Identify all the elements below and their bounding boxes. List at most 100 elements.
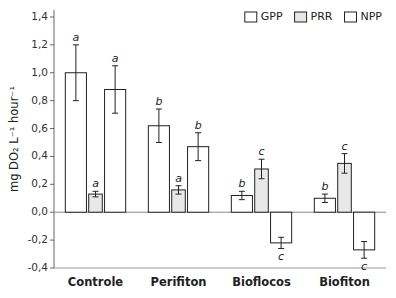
y-axis: -0,4 -0,2 0,0 0,2 0,4 0,6 0,8 1,0 1,2 1,4 [28, 10, 387, 273]
y-tick-label: -0,4 [28, 261, 49, 273]
error-cap [73, 44, 79, 45]
series [89, 154, 352, 213]
error-bar [259, 159, 265, 179]
error-bar [361, 242, 367, 259]
error-line [75, 45, 76, 101]
error-cap [342, 153, 348, 154]
y-tick-label: 0,8 [31, 94, 48, 106]
error-cap [322, 194, 328, 195]
error-cap [112, 113, 118, 114]
error-cap [239, 191, 245, 192]
error-cap [361, 241, 367, 242]
letter-labels: abbbaaccabcc [73, 31, 368, 273]
error-bar [195, 133, 201, 161]
letter-label: a [112, 52, 119, 65]
error-line [178, 186, 179, 194]
x-axis-line [54, 268, 386, 269]
error-line [95, 191, 96, 197]
chart: -0,4 -0,2 0,0 0,2 0,4 0,6 0,8 1,0 1,2 1,4 mg DO₂ L… [0, 0, 396, 298]
error-cap [156, 109, 162, 110]
error-cap [73, 100, 79, 101]
letter-label: c [361, 260, 367, 273]
error-bar [73, 45, 79, 101]
error-cap [195, 132, 201, 133]
y-tick-label: 1,4 [31, 10, 48, 22]
y-axis-line [54, 10, 55, 268]
error-line [324, 194, 325, 202]
letter-label: a [73, 31, 80, 44]
legend-label: GPP [261, 10, 283, 23]
error-bar [112, 66, 118, 113]
error-line [241, 191, 242, 199]
legend-item: PRR [295, 10, 333, 23]
letter-label: b [155, 95, 162, 108]
y-tick [50, 240, 54, 241]
x-tick-label: Perifiton [151, 275, 207, 289]
y-tick [50, 16, 54, 17]
x-tick-label: Bioflocos [232, 275, 291, 289]
error-cap [195, 160, 201, 161]
error-bar [93, 191, 99, 197]
error-cap [259, 159, 265, 160]
y-tick [50, 268, 54, 269]
y-tick [50, 100, 54, 101]
error-line [158, 109, 159, 142]
error-cap [278, 248, 284, 249]
y-tick [50, 72, 54, 73]
error-cap [176, 194, 182, 195]
y-tick-label: 0,4 [31, 149, 48, 161]
legend-label: NPP [361, 10, 383, 23]
letter-label: a [175, 172, 182, 185]
error-cap [176, 185, 182, 186]
error-line [198, 133, 199, 161]
legend-item: NPP [345, 10, 383, 23]
error-line [281, 237, 282, 248]
error-bar [342, 154, 348, 174]
error-bar [156, 109, 162, 142]
plot-area [54, 45, 386, 258]
y-tick-label: -0,2 [28, 233, 49, 245]
series [105, 66, 375, 258]
legend-swatch [245, 12, 257, 22]
error-cap [259, 178, 265, 179]
y-tick [50, 184, 54, 185]
zero-line [54, 212, 386, 213]
error-cap [342, 173, 348, 174]
error-cap [361, 258, 367, 259]
letter-label: b [321, 180, 328, 193]
error-bar [322, 194, 328, 202]
error-line [261, 159, 262, 179]
x-tick-label: Controle [68, 275, 124, 289]
letter-label: c [258, 145, 264, 158]
y-tick-label: 1,2 [31, 38, 48, 50]
y-axis-label: mg DO₂ L⁻¹ hour⁻¹ [7, 86, 21, 192]
error-cap [93, 196, 99, 197]
letter-label: a [92, 177, 99, 190]
legend-item: GPP [245, 10, 283, 23]
y-tick [50, 212, 54, 213]
error-cap [156, 142, 162, 143]
legend: GPP PRR NPP [245, 10, 383, 23]
y-tick-label: 0,6 [31, 122, 48, 134]
legend-swatch [345, 12, 357, 22]
error-cap [322, 202, 328, 203]
error-bar [239, 191, 245, 199]
y-tick-label: 1,0 [31, 66, 48, 78]
x-tick-label: Biofiton [319, 275, 370, 289]
letter-label: c [278, 250, 284, 263]
error-cap [93, 191, 99, 192]
y-tick [50, 156, 54, 157]
error-cap [239, 199, 245, 200]
error-bar [176, 186, 182, 194]
error-bar [278, 237, 284, 248]
letter-label: b [195, 119, 202, 132]
letter-label: b [238, 177, 245, 190]
error-cap [112, 65, 118, 66]
series [65, 45, 335, 212]
y-tick [50, 44, 54, 45]
error-cap [278, 237, 284, 238]
legend-label: PRR [311, 10, 333, 23]
y-tick-label: 0,2 [31, 177, 48, 189]
bar [89, 194, 103, 212]
y-tick-label: 0,0 [31, 205, 48, 217]
